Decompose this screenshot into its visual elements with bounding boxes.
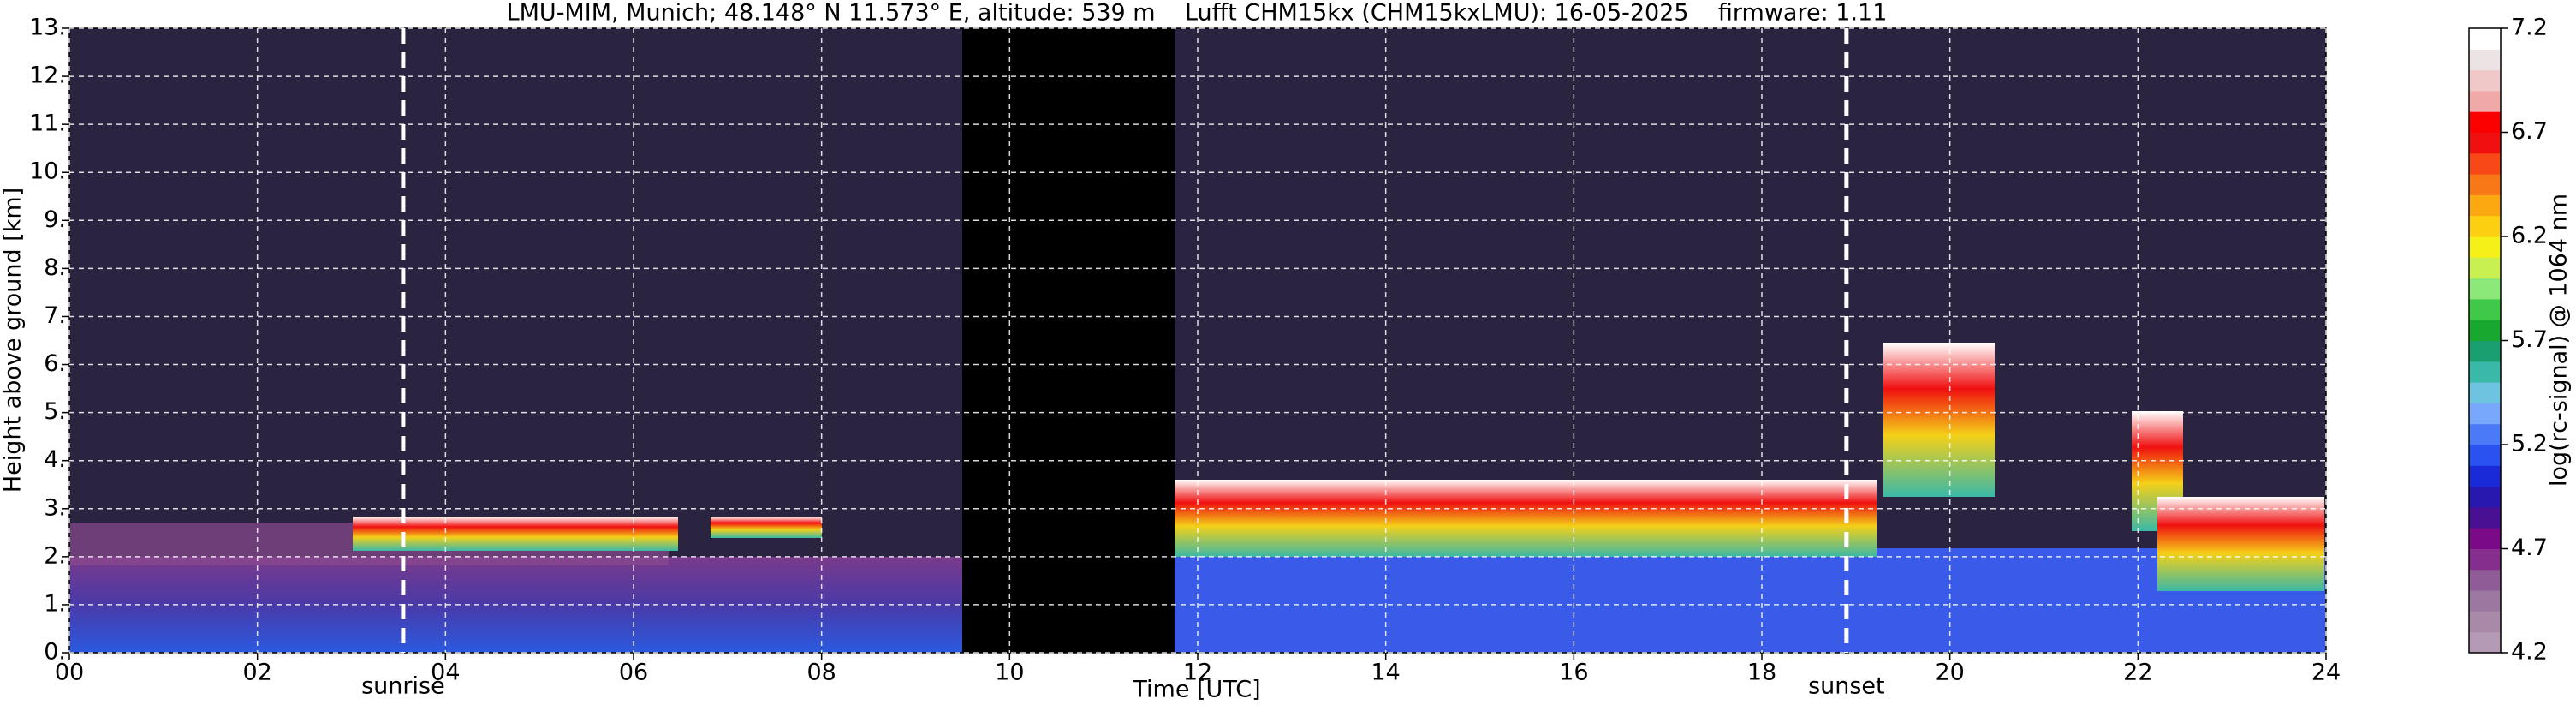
x-tick-label: 20 [1935,660,1964,686]
colorbar-swatch [2469,445,2501,466]
colorbar-swatch [2469,257,2501,279]
colorbar-tick-label: 6.7 [2511,118,2548,145]
colorbar-swatch [2469,465,2501,487]
y-tick-label: 7. [44,302,66,329]
y-tick-label: 2. [44,542,66,569]
colorbar-swatch [2469,403,2501,425]
cloud-layer [2157,497,2324,591]
annotation-label: sunset [1808,673,1885,700]
cloud-layer [1175,480,1877,557]
colorbar-swatch [2469,320,2501,341]
colorbar-swatch [2469,152,2501,175]
x-tick-label: 08 [806,660,836,686]
colorbar-swatch [2469,340,2501,362]
colorbar-swatch [2469,486,2501,508]
y-tick-label: 1. [44,590,66,617]
colorbar-swatch [2469,590,2501,612]
y-tick-label: 9. [44,206,66,233]
colorbar-swatch [2469,423,2501,445]
y-tick-label: 10. [29,158,66,185]
cloud-layer [1883,343,1995,497]
colorbar-tick-label: 5.7 [2511,326,2548,353]
colorbar-swatch [2469,49,2501,71]
colorbar-swatch [2469,631,2501,654]
x-tick-label: 06 [619,660,648,686]
x-tick-label: 16 [1559,660,1588,686]
colorbar-frame [2468,27,2502,654]
colorbar-tick-label: 6.2 [2511,223,2548,249]
x-tick-label: 12 [1183,660,1212,686]
cloud-layer [353,517,678,551]
colorbar-swatch [2469,278,2501,300]
x-tick-label: 02 [242,660,271,686]
colorbar-tick-label: 4.7 [2511,535,2548,561]
colorbar-swatch [2469,569,2501,591]
x-tick-label: 18 [1747,660,1776,686]
boundary-layer [1175,548,2326,653]
colorbar-swatch [2469,548,2501,571]
colorbar-swatch [2469,90,2501,112]
colorbar-swatch [2469,361,2501,383]
y-tick-label: 4. [44,446,66,473]
y-tick-label: 0. [44,639,66,666]
colorbar-tick-label: 4.2 [2511,639,2548,666]
colorbar-tick-label: 7.2 [2511,15,2548,41]
annotation-label: sunrise [361,673,445,700]
x-tick-label: 14 [1371,660,1400,686]
colorbar-swatch [2469,174,2501,195]
colorbar-swatch [2469,298,2501,320]
colorbar-swatch [2469,236,2501,258]
colorbar-swatch [2469,506,2501,529]
x-tick-label: 22 [2123,660,2152,686]
x-tick-label: 10 [995,660,1024,686]
colorbar-swatch [2469,528,2501,549]
colorbar-swatch [2469,28,2501,50]
y-tick-label: 11. [29,111,66,137]
colorbar-swatch [2469,194,2501,217]
x-tick-label: 00 [55,660,84,686]
y-tick-label: 5. [44,398,66,425]
colorbar-swatch [2469,132,2501,154]
y-tick-label: 6. [44,350,66,377]
colorbar-swatch [2469,69,2501,92]
y-axis-label: Height above ground [km] [0,188,27,493]
chart-title: LMU-MIM, Munich; 48.148° N 11.573° E, al… [507,0,1888,27]
no-data [962,28,1175,653]
y-tick-label: 8. [44,254,66,281]
colorbar-tick-label: 5.2 [2511,431,2548,457]
cloud-layer [711,517,822,538]
colorbar-swatch [2469,111,2501,133]
y-tick-label: 12. [29,63,66,89]
colorbar-swatch [2469,382,2501,403]
colorbar-swatch [2469,611,2501,633]
y-tick-label: 3. [44,494,66,521]
colorbar-label: log(rc-signal) @ 1064 nm [2546,194,2573,487]
x-axis-label: Time [UTC] [1132,677,1260,703]
colorbar-swatch [2469,215,2501,237]
y-tick-label: 13. [29,15,66,41]
x-tick-label: 24 [2311,660,2341,686]
x-tick-label: 04 [431,660,460,686]
